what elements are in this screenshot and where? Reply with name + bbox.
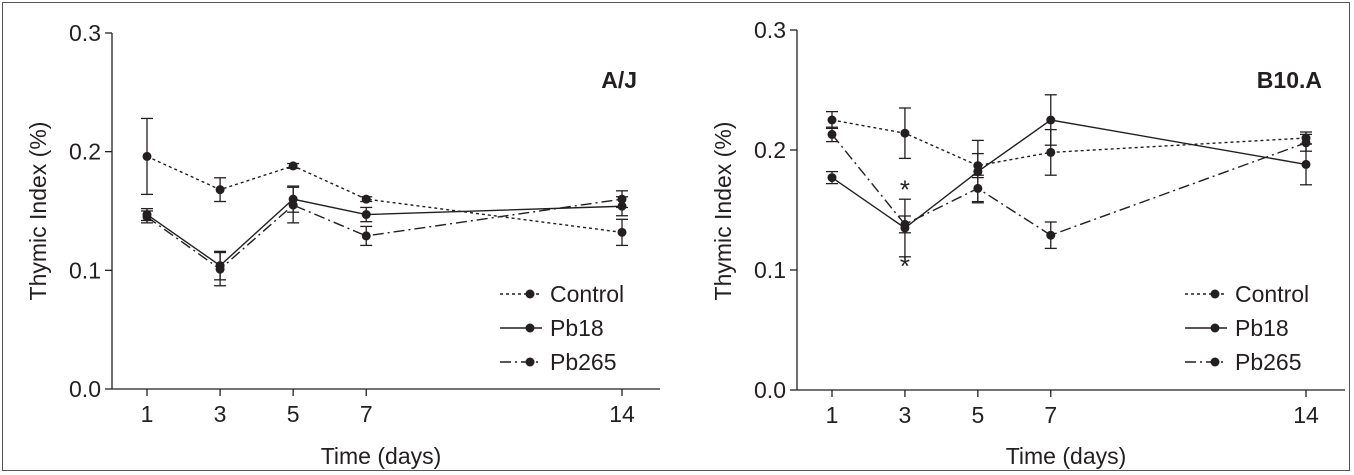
legend-marker xyxy=(525,289,535,299)
data-point xyxy=(900,128,910,138)
y-tick-label: 0.1 xyxy=(754,257,786,283)
legend-label: Pb265 xyxy=(1235,349,1302,375)
x-tick-label: 14 xyxy=(609,401,635,427)
y-axis-label: Thymic Index (%) xyxy=(710,122,736,301)
y-tick-label: 0.3 xyxy=(754,17,786,43)
legend-marker xyxy=(525,323,535,333)
legend-marker xyxy=(1210,289,1220,299)
data-point xyxy=(617,194,627,204)
data-point xyxy=(142,151,152,161)
series-pb265 xyxy=(141,186,628,287)
data-point xyxy=(288,161,298,171)
x-tick-label: 5 xyxy=(287,401,300,427)
y-tick-label: 0.2 xyxy=(69,139,101,165)
y-tick-label: 0.3 xyxy=(69,20,101,46)
series-line xyxy=(831,119,1307,167)
data-point xyxy=(361,210,371,220)
chart-panel-2: 0.0 0.1 0.2 0.3 1 3 5 7 14 Time (days) Thymic Inde… xyxy=(710,17,1345,469)
chart-title: B10.A xyxy=(1257,67,1322,93)
series-line xyxy=(146,198,623,267)
significance-marker: * xyxy=(900,174,910,204)
data-point xyxy=(142,212,152,222)
data-point xyxy=(361,231,371,241)
series-line xyxy=(146,198,623,271)
data-point xyxy=(827,173,837,183)
y-tick-label: 0.0 xyxy=(754,377,786,403)
x-tick-label: 14 xyxy=(1293,402,1319,428)
data-point xyxy=(361,194,371,204)
legend: Control Pb18 Pb265 xyxy=(1185,281,1309,375)
data-point xyxy=(1046,147,1056,157)
x-axis-label: Time (days) xyxy=(321,443,442,469)
x-tick-label: 3 xyxy=(899,402,912,428)
legend-marker xyxy=(525,357,535,367)
data-point xyxy=(973,183,983,193)
series-pb265 xyxy=(826,126,1312,250)
legend-marker xyxy=(1210,323,1220,333)
legend-label: Pb265 xyxy=(550,349,617,375)
x-tick-label: 7 xyxy=(360,401,373,427)
data-point xyxy=(1301,138,1311,148)
x-axis-label: Time (days) xyxy=(1006,443,1127,469)
legend-label: Control xyxy=(550,281,624,307)
data-point xyxy=(1046,230,1056,240)
series-pb18 xyxy=(141,185,628,281)
legend: Control Pb18 Pb265 xyxy=(500,281,624,375)
x-tick-label: 1 xyxy=(141,401,154,427)
y-tick-label: 0.2 xyxy=(754,137,786,163)
x-tick-label: 1 xyxy=(826,402,839,428)
x-tick-label: 7 xyxy=(1044,402,1057,428)
data-point xyxy=(827,129,837,139)
legend-label: Pb18 xyxy=(550,315,604,341)
y-axis-label: Thymic Index (%) xyxy=(25,122,51,301)
legend-marker xyxy=(1210,357,1220,367)
series-control xyxy=(141,117,628,247)
data-point xyxy=(827,115,837,125)
series-pb18 xyxy=(826,94,1312,258)
x-tick-label: 3 xyxy=(214,401,227,427)
data-point xyxy=(900,219,910,229)
data-point xyxy=(973,167,983,177)
data-point xyxy=(288,200,298,210)
series-line xyxy=(146,155,623,234)
y-tick-label: 0.0 xyxy=(69,376,101,402)
legend-label: Control xyxy=(1235,281,1309,307)
legend-label: Pb18 xyxy=(1235,315,1289,341)
y-tick-label: 0.1 xyxy=(69,257,101,283)
data-point xyxy=(1046,115,1056,125)
x-tick-label: 5 xyxy=(971,402,984,428)
chart-panel-1: 0.0 0.1 0.2 0.3 1 3 5 7 14 Time (days) Thymic Inde… xyxy=(25,20,660,469)
data-point xyxy=(215,185,225,195)
chart-title: A/J xyxy=(601,67,637,93)
data-point xyxy=(617,227,627,237)
data-point xyxy=(1301,159,1311,169)
significance-marker: * xyxy=(900,251,910,281)
data-point xyxy=(215,264,225,274)
